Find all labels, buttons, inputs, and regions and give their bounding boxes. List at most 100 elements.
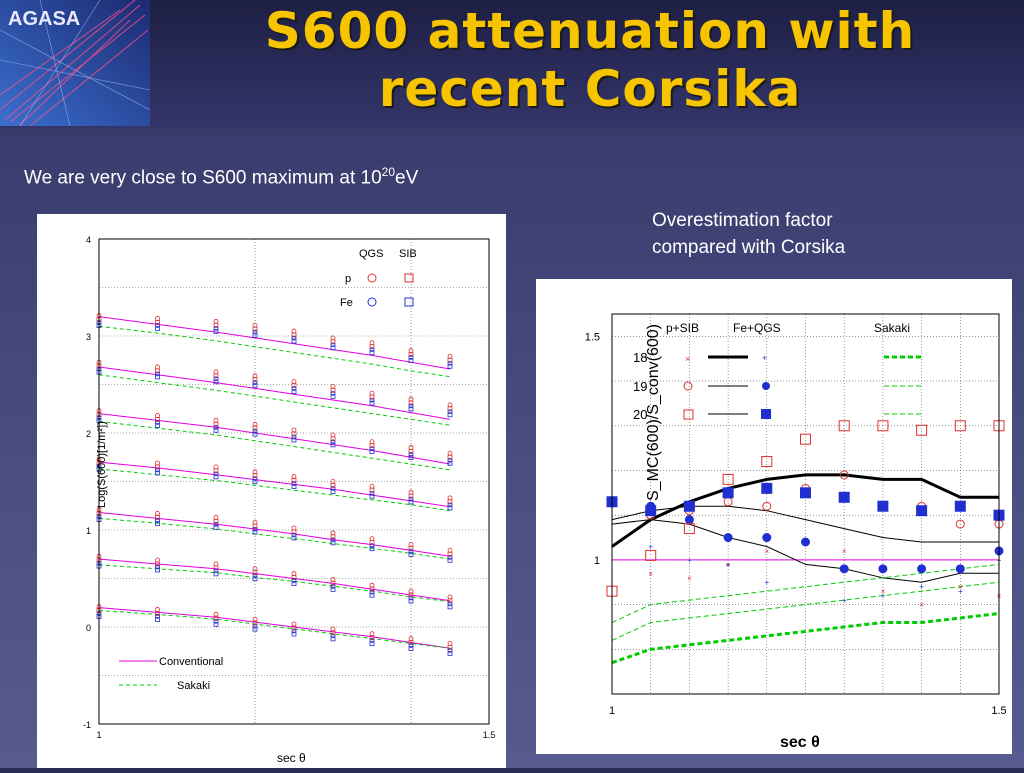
p-sib-point — [252, 620, 258, 626]
note-line-2: compared with Corsika — [652, 237, 846, 258]
fe-qgs-point — [291, 335, 297, 341]
p-sib-point — [155, 515, 160, 520]
fe-sib-point — [369, 493, 375, 499]
p-sib-point — [330, 534, 336, 540]
shower-image — [0, 0, 150, 126]
p-qgs-point — [155, 413, 160, 418]
p-qgs-point — [447, 353, 453, 359]
fe-qgs-point — [252, 476, 258, 482]
fe-qgs-point — [408, 643, 414, 648]
fe-sib-point — [252, 383, 258, 389]
fe-qgs-20-point — [877, 500, 889, 512]
p-qgs-point — [369, 631, 375, 637]
p-sib-point — [369, 394, 375, 400]
left-curves — [98, 316, 451, 649]
p-qgs-point — [291, 474, 297, 479]
fe-sib-point — [213, 621, 219, 627]
left-y-tick-label: 2 — [86, 429, 91, 439]
legend-feqgs-header: Fe+QGS — [733, 321, 781, 335]
right-y-label: S_MC(600)/S_conv(600) — [645, 324, 662, 501]
fe-qgs-point — [447, 457, 453, 463]
p-sib-point — [369, 487, 375, 493]
fe-sib-point — [291, 389, 297, 394]
overestimation-note: Overestimation factor compared with Cors… — [652, 207, 952, 261]
p-qgs-point — [369, 390, 375, 396]
p-sib-point — [155, 417, 160, 422]
p-sib-point — [291, 529, 297, 535]
fe-sib-point — [291, 581, 297, 586]
right-y-tick-label: 1 — [594, 555, 600, 567]
p-qgs-point — [291, 525, 297, 531]
left-plot-frame — [98, 238, 490, 725]
p-sib-point — [408, 640, 414, 645]
p-sib-point — [213, 565, 219, 571]
right-x-tick-label: 1 — [609, 705, 615, 717]
p-sib-point — [252, 570, 258, 576]
legend-fe-label: Fe — [340, 297, 353, 309]
fe-sib-point — [291, 338, 297, 344]
p-sib-point — [369, 540, 375, 546]
p-sib-point — [252, 523, 258, 529]
fe-qgs-19-point — [955, 564, 965, 574]
right-curves — [611, 473, 1000, 665]
fe-qgs-point — [155, 371, 160, 377]
fe-sib-point — [447, 412, 453, 418]
p-sib-point — [369, 344, 375, 350]
legend-19-psib-marker — [683, 381, 693, 391]
fe-qgs-point — [252, 573, 258, 579]
p-qgs-point — [213, 611, 219, 617]
left-x-tick-label: 1.5 — [483, 730, 496, 740]
p-sib-20-point — [916, 424, 928, 436]
p-sib-point — [291, 575, 297, 580]
p-sib-18-point: × — [958, 583, 963, 592]
p-sib-20-point — [838, 420, 850, 432]
fe-sib-point — [252, 431, 258, 437]
sakaki-ratio-curve — [611, 612, 1000, 665]
fe-qgs-point — [291, 578, 297, 583]
p-sib-20-point — [800, 433, 811, 445]
sakaki-curve — [98, 610, 451, 649]
slide-title: S600 attenuation with recent Corsika — [160, 2, 1020, 118]
attenuation-chart-panel: -1 0 1 2 3 4 1 1.5 Log(S(600)[1/m²]) sec θ QGS … — [37, 214, 506, 768]
fe-qgs-20-point — [683, 500, 695, 512]
fe-sib-point — [447, 557, 453, 563]
conventional-curve — [98, 512, 451, 557]
p-sib-point — [213, 373, 219, 379]
p-sib-19-point — [762, 501, 772, 511]
subtitle-unit: eV — [395, 167, 419, 189]
left-y-tick-label: 3 — [86, 332, 91, 342]
title-line-2: recent Corsika — [378, 60, 802, 118]
p-sib-point — [155, 561, 160, 567]
fe-qgs-20-point — [722, 487, 734, 499]
p-sib-19-point — [839, 470, 849, 480]
fe-sib-point — [330, 345, 336, 351]
p-sib-point — [447, 598, 453, 604]
left-y-tick-label: 0 — [86, 623, 91, 633]
legend-row-18: 18 — [633, 350, 647, 365]
p-sib-point — [408, 449, 414, 454]
p-qgs-point — [291, 328, 297, 334]
legend-sakaki-header: Sakaki — [874, 321, 910, 335]
p-qgs-point — [447, 547, 453, 553]
conventional-curve — [98, 413, 451, 465]
fe-sib-point — [408, 358, 414, 363]
fe-qgs-point — [369, 589, 375, 595]
p-qgs-point — [213, 514, 219, 520]
p-qgs-point — [213, 318, 219, 324]
fe-qgs-point — [330, 583, 336, 589]
fe-qgs-point — [213, 325, 219, 331]
fe-qgs-point — [369, 347, 375, 353]
sakaki-curve — [98, 325, 451, 378]
fe-sib-point — [447, 363, 453, 369]
fe-sib-point — [213, 524, 219, 530]
p-qgs-point — [330, 383, 336, 389]
fe-qgs-point — [330, 633, 336, 639]
legend-psib-header: p+SIB — [666, 321, 699, 335]
fe-qgs-point — [330, 537, 336, 543]
p-qgs-point — [408, 489, 414, 495]
p-qgs-point — [369, 536, 375, 542]
fe-qgs-18-point: + — [764, 578, 769, 587]
p-sib-point — [252, 425, 258, 431]
fe-qgs-point — [447, 554, 453, 560]
left-ticks: -1 0 1 2 3 4 1 1.5 — [83, 235, 495, 740]
